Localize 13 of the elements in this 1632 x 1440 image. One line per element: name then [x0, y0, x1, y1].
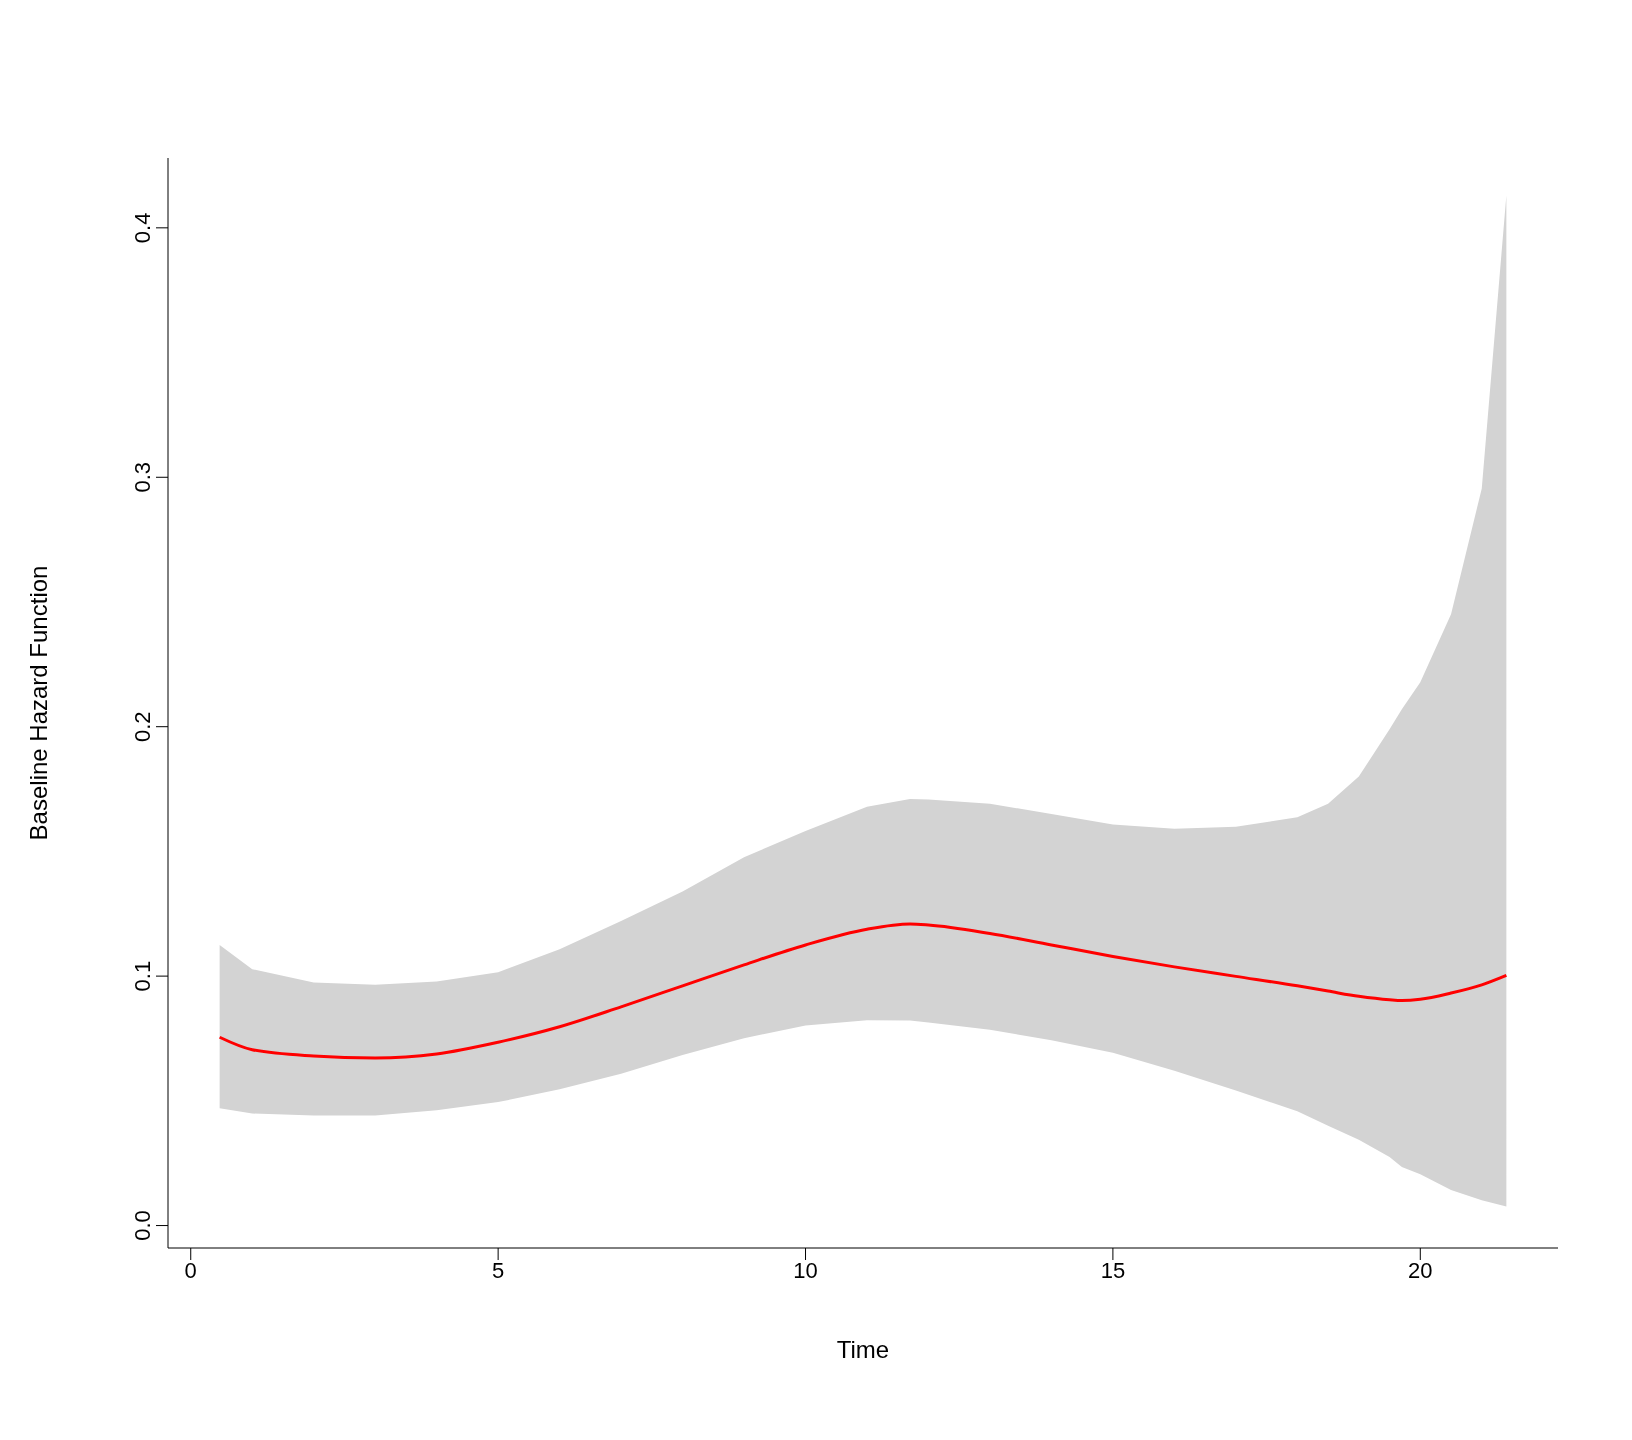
y-tick-label: 0.3 — [130, 461, 155, 493]
x-tick-label: 20 — [1408, 1257, 1433, 1283]
x-tick-label: 10 — [793, 1257, 818, 1283]
y-tick-label: 0.1 — [130, 960, 155, 992]
x-tick-label: 0 — [184, 1257, 197, 1283]
y-tick-label: 0.4 — [130, 212, 155, 244]
x-tick-label: 5 — [492, 1257, 505, 1283]
y-tick-label: 0.2 — [130, 711, 155, 742]
line-series — [218, 922, 1508, 1060]
y-axis-title: Baseline Hazard Function — [24, 565, 52, 841]
x-axis-title: Time — [836, 1336, 890, 1363]
x-tick-label: 15 — [1100, 1257, 1126, 1283]
y-tick-label: 0.0 — [130, 1210, 155, 1241]
